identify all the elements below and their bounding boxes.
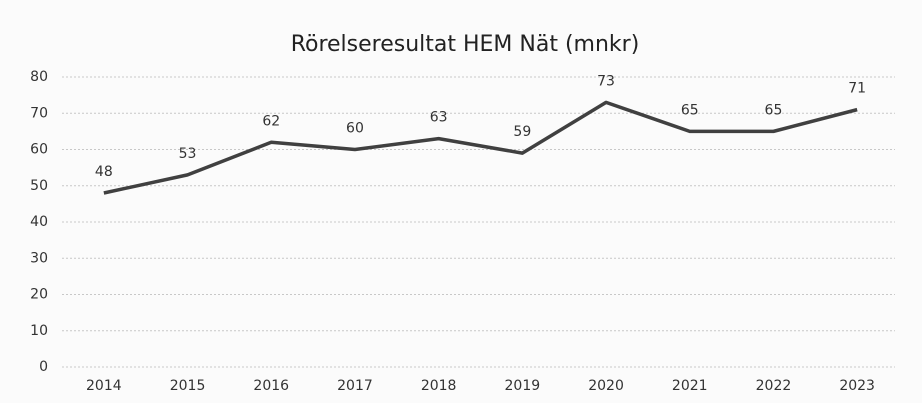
data-label: 65 <box>765 102 783 118</box>
y-tick-label: 50 <box>30 178 48 194</box>
y-tick-label: 20 <box>30 287 48 303</box>
x-tick-label: 2021 <box>672 378 708 394</box>
data-label: 53 <box>179 146 197 162</box>
x-tick-label: 2016 <box>253 378 289 394</box>
x-tick-label: 2015 <box>170 378 206 394</box>
data-label: 60 <box>346 121 364 137</box>
y-tick-label: 70 <box>30 105 48 121</box>
x-tick-label: 2019 <box>505 378 541 394</box>
line <box>103 100 858 195</box>
data-label: 65 <box>681 102 699 118</box>
data-label: 62 <box>262 113 280 129</box>
data-label: 71 <box>848 81 866 97</box>
y-tick-label: 0 <box>39 359 48 375</box>
data-label: 48 <box>95 164 113 180</box>
y-tick-label: 30 <box>30 250 48 266</box>
x-tick-label: 2020 <box>588 378 624 394</box>
x-tick-label: 2018 <box>421 378 457 394</box>
data-label: 73 <box>597 73 615 89</box>
data-label: 59 <box>513 124 531 140</box>
x-tick-label: 2022 <box>756 378 792 394</box>
x-tick-label: 2014 <box>86 378 122 394</box>
data-label: 63 <box>430 110 448 126</box>
y-tick-label: 40 <box>30 214 48 230</box>
x-tick-label: 2017 <box>337 378 373 394</box>
chart-title: Rörelseresultat HEM Nät (mnkr) <box>291 32 640 57</box>
y-tick-label: 60 <box>30 142 48 158</box>
y-tick-label: 10 <box>30 323 48 339</box>
x-tick-label: 2023 <box>839 378 875 394</box>
y-tick-label: 80 <box>30 69 48 85</box>
